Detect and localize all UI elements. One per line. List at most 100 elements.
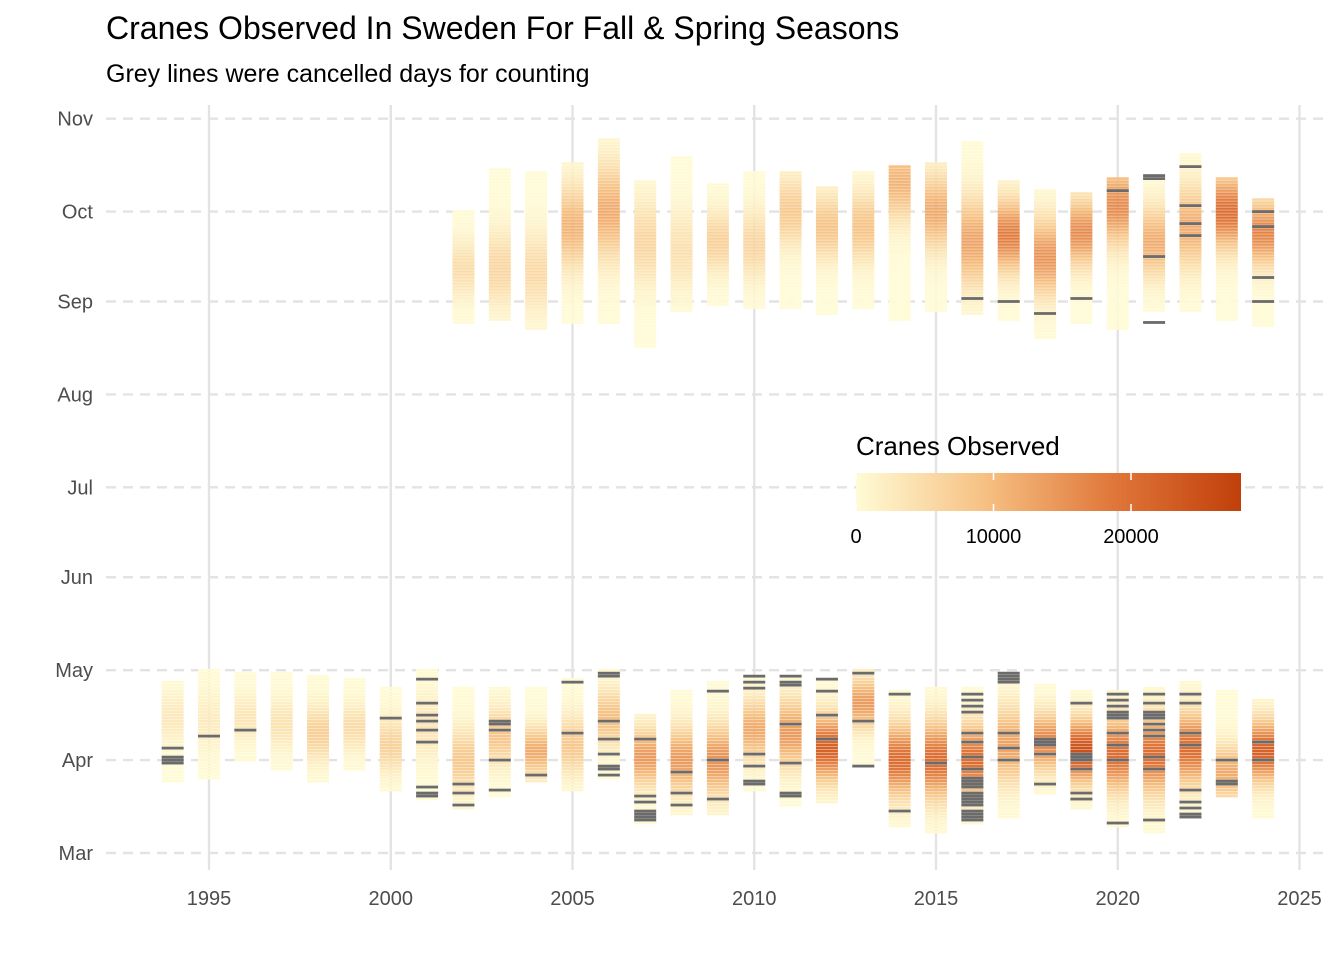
day-tile	[307, 680, 330, 684]
day-tile	[379, 722, 402, 726]
day-tile	[925, 800, 947, 804]
day-tile	[1106, 824, 1129, 828]
day-tile	[925, 695, 947, 699]
day-tile	[379, 785, 402, 789]
day-tile	[597, 704, 620, 708]
day-tile	[1179, 174, 1202, 177]
day-tile	[1215, 785, 1238, 789]
day-tile	[1106, 306, 1129, 309]
day-tile	[743, 303, 766, 306]
day-tile	[452, 728, 475, 732]
y-tick-label: Jun	[61, 567, 93, 589]
cancelled-day-line	[597, 764, 620, 768]
day-tile	[961, 725, 984, 729]
day-tile	[852, 300, 875, 303]
day-tile	[343, 749, 366, 753]
day-tile	[1070, 246, 1093, 249]
day-tile	[852, 255, 875, 258]
day-tile	[706, 276, 729, 279]
day-tile	[561, 294, 584, 297]
day-tile	[815, 758, 838, 762]
day-tile	[852, 192, 875, 195]
day-tile	[1215, 707, 1238, 711]
day-tile	[1179, 797, 1202, 801]
day-tile	[925, 309, 947, 312]
day-tile	[1252, 719, 1275, 723]
day-tile	[743, 704, 766, 708]
day-tile	[1252, 734, 1275, 738]
day-tile	[161, 737, 184, 741]
cancelled-day-line	[597, 719, 620, 723]
day-tile	[1070, 315, 1093, 318]
cancelled-day-line	[525, 773, 548, 777]
day-tile	[779, 767, 802, 771]
day-tile	[997, 788, 1020, 792]
day-tile	[852, 722, 875, 726]
day-tile	[997, 779, 1020, 783]
day-tile	[888, 240, 911, 243]
day-tile	[1215, 752, 1238, 756]
day-tile	[561, 183, 584, 186]
day-tile	[1070, 321, 1093, 324]
day-tile	[925, 812, 947, 816]
cancelled-day-line	[1143, 174, 1166, 178]
day-tile	[634, 237, 657, 240]
day-tile	[888, 285, 911, 288]
day-tile	[161, 743, 184, 747]
day-tile	[997, 722, 1020, 726]
cancelled-day-line	[234, 728, 257, 732]
day-tile	[416, 698, 439, 702]
day-tile	[561, 306, 584, 309]
day-tile	[452, 270, 475, 273]
day-tile	[597, 716, 620, 720]
day-tile	[1034, 728, 1057, 732]
day-tile	[1034, 755, 1057, 759]
day-tile	[670, 749, 693, 753]
day-tile	[961, 171, 984, 174]
day-tile	[525, 312, 548, 315]
cancelled-day-line	[634, 818, 657, 822]
day-tile	[779, 234, 802, 237]
day-tile	[1106, 186, 1129, 189]
day-tile	[307, 686, 330, 690]
day-tile	[1252, 782, 1275, 786]
day-tile	[634, 180, 657, 183]
day-tile	[997, 261, 1020, 264]
day-tile	[670, 252, 693, 255]
cancelled-day-line	[779, 791, 802, 795]
day-tile	[561, 707, 584, 711]
cancelled-day-line	[161, 746, 184, 750]
cancelled-day-line	[1034, 752, 1057, 756]
day-tile	[706, 725, 729, 729]
day-tile	[670, 728, 693, 732]
day-tile	[1179, 249, 1202, 252]
day-tile	[779, 686, 802, 690]
day-tile	[961, 788, 984, 792]
day-tile	[743, 180, 766, 183]
day-tile	[1252, 198, 1275, 201]
day-tile	[561, 749, 584, 753]
day-tile	[852, 267, 875, 270]
day-tile	[997, 246, 1020, 249]
day-tile	[343, 704, 366, 708]
day-tile	[961, 309, 984, 312]
day-tile	[961, 761, 984, 765]
day-tile	[743, 306, 766, 309]
day-tile	[743, 252, 766, 255]
day-tile	[561, 737, 584, 741]
day-tile	[416, 704, 439, 708]
day-tile	[1106, 183, 1129, 186]
day-tile	[815, 276, 838, 279]
cancelled-day-line	[743, 779, 766, 783]
day-tile	[234, 734, 257, 738]
day-tile	[1034, 258, 1057, 261]
day-tile	[997, 186, 1020, 189]
day-tile	[743, 267, 766, 270]
day-tile	[1070, 713, 1093, 717]
day-tile	[779, 746, 802, 750]
day-tile	[525, 246, 548, 249]
day-tile	[488, 740, 511, 744]
day-tile	[307, 740, 330, 744]
day-tile	[561, 318, 584, 321]
day-tile	[597, 297, 620, 300]
